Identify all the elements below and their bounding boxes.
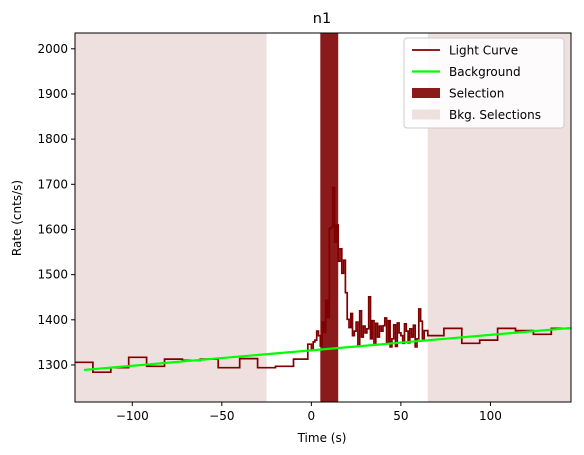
legend-box xyxy=(403,37,565,129)
y-axis-label: Rate (cnts/s) xyxy=(10,180,24,256)
y-tick-label: 1600 xyxy=(37,222,68,236)
x-tick-label: −50 xyxy=(209,409,234,423)
y-tick-label: 1700 xyxy=(37,177,68,191)
selection-region-0 xyxy=(320,33,339,402)
x-tick-label: 50 xyxy=(393,409,408,423)
y-tick-label: 1300 xyxy=(37,358,68,372)
x-tick-label: 0 xyxy=(308,409,316,423)
axes-frame xyxy=(74,32,572,403)
x-tick-label: −100 xyxy=(116,409,149,423)
legend: Light Curve Background Selection Bkg. Selec… xyxy=(403,37,565,129)
background-fit-line xyxy=(83,326,571,372)
y-tick-label: 1400 xyxy=(37,313,68,327)
bkg-selection-region-0 xyxy=(75,33,267,402)
legend-label: Bkg. Selections xyxy=(449,108,541,122)
x-tick-label: 100 xyxy=(479,409,502,423)
legend-label: Background xyxy=(449,65,521,79)
x-axis-label: Time (s) xyxy=(297,431,347,445)
y-tick-label: 1900 xyxy=(37,87,68,101)
legend-swatch xyxy=(412,109,440,120)
y-tick-label: 1500 xyxy=(37,268,68,282)
legend-label: Light Curve xyxy=(449,44,518,58)
legend-swatch xyxy=(412,88,440,98)
chart-title: n1 xyxy=(313,11,331,27)
y-tick-label: 1800 xyxy=(37,132,68,146)
plot-area: −100 −50 0 50 100 1300 1400 1500 1600 1700 1800 190… xyxy=(37,32,572,423)
y-tick-label: 2000 xyxy=(37,42,68,56)
legend-label: Selection xyxy=(449,87,504,101)
